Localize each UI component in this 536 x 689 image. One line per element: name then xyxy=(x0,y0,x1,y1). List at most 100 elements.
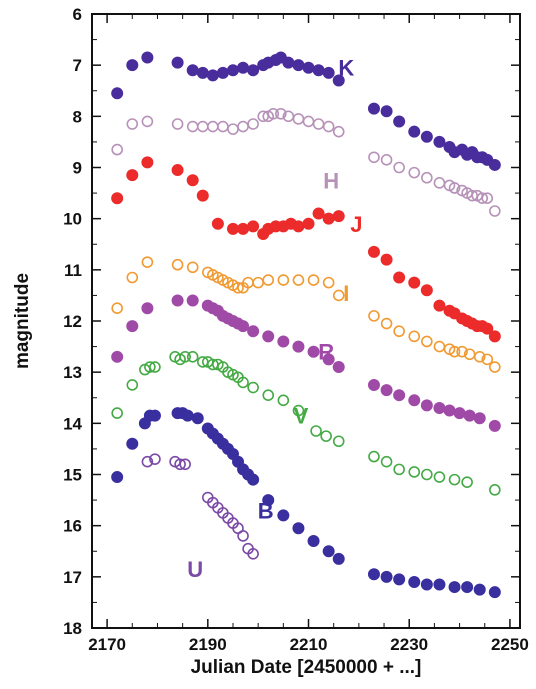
data-point-b xyxy=(126,437,139,450)
data-point-h xyxy=(237,120,249,133)
data-point-i xyxy=(332,289,345,302)
data-point-i xyxy=(380,317,393,330)
data-point-r xyxy=(247,325,260,338)
data-point-b xyxy=(393,573,406,586)
data-point-r xyxy=(111,350,124,363)
data-point-v xyxy=(408,466,421,478)
data-point-i xyxy=(473,351,486,363)
data-point-b xyxy=(380,570,393,583)
data-point-h xyxy=(292,113,305,125)
data-point-k xyxy=(216,66,229,79)
data-point-r xyxy=(408,394,421,407)
x-tick-label: 2190 xyxy=(189,635,227,654)
band-label-v: V xyxy=(294,404,309,429)
data-point-h xyxy=(322,120,335,133)
data-point-v xyxy=(380,455,393,468)
data-point-b xyxy=(461,581,474,594)
data-point-h xyxy=(476,192,489,204)
data-point-b xyxy=(433,578,446,591)
data-point-j xyxy=(237,222,250,235)
series-h xyxy=(111,107,501,217)
data-point-b xyxy=(448,581,461,594)
data-point-h xyxy=(247,118,259,130)
data-point-v xyxy=(149,361,161,373)
band-label-h: H xyxy=(323,168,339,193)
data-point-j xyxy=(111,192,124,205)
data-point-h xyxy=(207,120,219,133)
y-tick-label: 18 xyxy=(63,619,82,638)
data-point-v xyxy=(144,361,156,373)
x-tick-label: 2210 xyxy=(290,635,328,654)
data-point-i xyxy=(262,274,275,286)
data-point-b xyxy=(420,578,433,591)
data-point-k xyxy=(171,56,184,69)
data-point-u xyxy=(141,455,154,468)
data-point-k xyxy=(186,64,199,77)
series-b xyxy=(111,407,501,599)
data-point-v xyxy=(277,394,290,407)
data-point-r xyxy=(332,361,345,374)
y-tick-label: 12 xyxy=(63,312,82,331)
data-point-j xyxy=(367,245,380,258)
data-point-r xyxy=(488,419,501,432)
data-point-j xyxy=(481,322,494,335)
data-point-v xyxy=(461,476,473,488)
y-tick-label: 16 xyxy=(63,517,82,536)
data-point-j xyxy=(247,220,260,233)
data-point-h xyxy=(312,118,325,130)
band-label-k: K xyxy=(338,56,354,81)
data-point-i xyxy=(368,310,380,322)
data-point-i xyxy=(421,335,433,348)
data-point-h xyxy=(126,118,139,130)
data-point-b xyxy=(292,522,305,535)
data-point-h xyxy=(227,123,239,135)
data-point-b xyxy=(148,409,161,422)
data-point-k xyxy=(196,66,209,79)
y-tick-label: 13 xyxy=(63,363,82,382)
data-point-k xyxy=(322,66,335,79)
data-point-k xyxy=(332,74,345,87)
data-point-b xyxy=(181,409,194,422)
data-point-j xyxy=(332,210,345,223)
data-point-i xyxy=(186,261,199,274)
series-r xyxy=(111,294,501,432)
data-point-v xyxy=(247,381,259,394)
data-point-r xyxy=(393,389,406,402)
data-point-v xyxy=(186,351,199,363)
y-tick-label: 9 xyxy=(73,159,82,178)
data-point-h xyxy=(421,171,433,184)
data-point-i xyxy=(456,345,468,358)
data-point-i xyxy=(171,258,184,271)
data-point-h xyxy=(111,143,123,156)
data-point-v xyxy=(292,404,305,417)
data-point-v xyxy=(237,376,249,389)
data-point-h xyxy=(196,120,209,133)
y-tick-label: 11 xyxy=(64,261,82,280)
data-point-b xyxy=(191,412,204,425)
data-point-v xyxy=(448,473,461,486)
data-point-u xyxy=(149,453,161,465)
data-point-b xyxy=(307,535,320,548)
data-point-r xyxy=(292,340,305,353)
data-point-h xyxy=(332,125,345,138)
data-point-r xyxy=(453,407,466,420)
data-point-h xyxy=(481,192,494,204)
data-point-k xyxy=(126,59,139,72)
data-point-i xyxy=(408,330,421,343)
data-point-v xyxy=(179,351,191,363)
data-point-h xyxy=(408,166,421,179)
band-label-j: J xyxy=(350,212,362,237)
band-labels: K HJ I R V B U xyxy=(187,56,362,582)
data-point-k xyxy=(380,105,393,118)
data-point-r xyxy=(473,412,486,425)
data-point-r xyxy=(171,294,184,307)
y-tick-label: 14 xyxy=(63,414,82,433)
data-point-v xyxy=(368,450,380,463)
data-point-v xyxy=(393,463,405,476)
series-i xyxy=(111,256,501,373)
data-point-r xyxy=(463,409,476,422)
data-point-j xyxy=(171,164,184,177)
data-point-h xyxy=(393,161,405,174)
data-point-h xyxy=(171,118,184,130)
data-point-h xyxy=(448,182,461,194)
